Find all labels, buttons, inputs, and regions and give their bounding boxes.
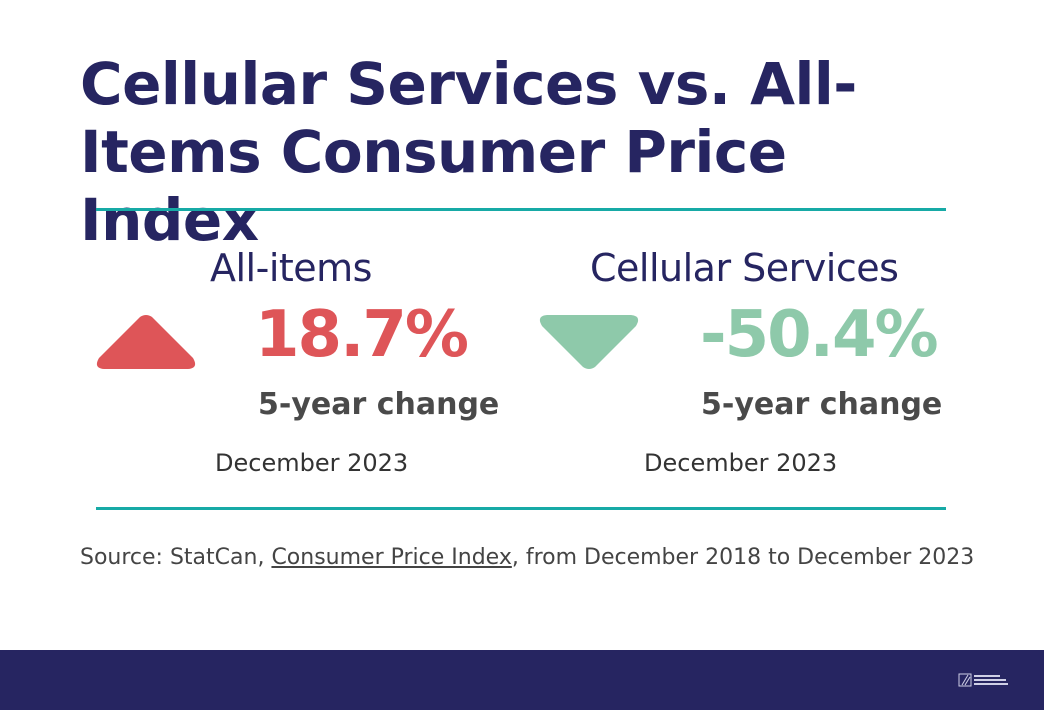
- top-divider: [96, 208, 946, 211]
- metric-value: -50.4%: [700, 298, 939, 372]
- triangle-down-icon: [539, 315, 639, 369]
- metric-period: 5-year change: [701, 387, 943, 422]
- metric-label: All-items: [210, 246, 372, 290]
- triangle-up-icon: [96, 315, 196, 369]
- metric-period: 5-year change: [258, 387, 500, 422]
- source-suffix: , from December 2018 to December 2023: [511, 545, 975, 570]
- bottom-divider: [96, 507, 946, 510]
- metric-value: 18.7%: [255, 298, 469, 372]
- source-prefix: Source: StatCan,: [80, 545, 272, 570]
- metric-date: December 2023: [644, 449, 838, 477]
- metric-label: Cellular Services: [590, 246, 899, 290]
- source-link[interactable]: Consumer Price Index: [271, 545, 512, 570]
- page-title: Cellular Services vs. All-Items Consumer…: [80, 50, 857, 254]
- source-note: Source: StatCan, Consumer Price Index, f…: [80, 540, 980, 576]
- organization-logo-icon: [958, 673, 1008, 687]
- metric-date: December 2023: [215, 449, 409, 477]
- footer-bar: [0, 650, 1044, 710]
